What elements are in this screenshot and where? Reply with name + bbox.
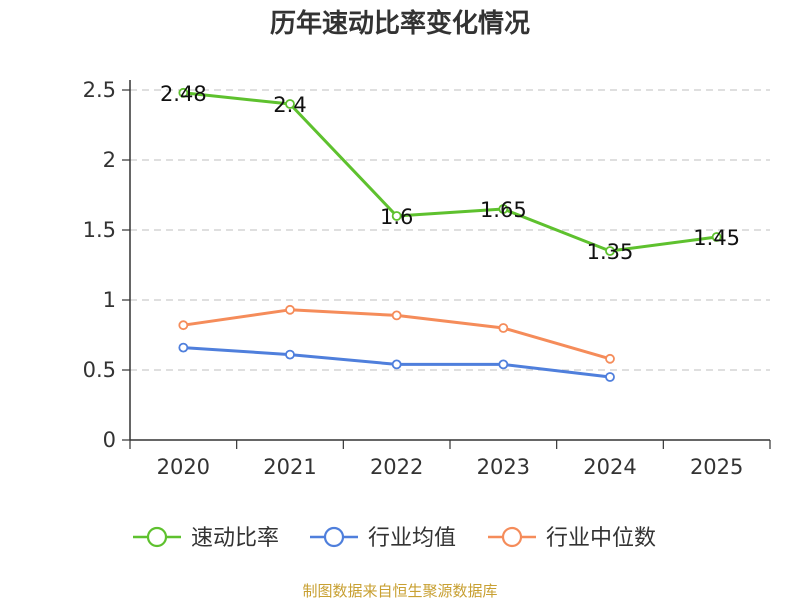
legend-item[interactable]: 速动比率 <box>133 526 279 551</box>
x-tick-label: 2022 <box>370 455 423 479</box>
data-label: 1.65 <box>480 198 527 222</box>
data-label: 1.35 <box>587 240 634 264</box>
y-tick-label: 1.5 <box>83 218 116 242</box>
data-point <box>605 246 615 256</box>
data-point <box>498 323 509 333</box>
data-labels: 2.48 2.4 1.6 1.65 1.35 1.45 <box>160 82 740 264</box>
grid <box>130 89 770 371</box>
data-label: 2.4 <box>273 93 306 117</box>
series <box>178 87 722 382</box>
y-tick-label: 2.5 <box>83 78 116 102</box>
y-tick-label: 1 <box>103 288 116 312</box>
data-point <box>605 353 615 364</box>
x-tick-label: 2023 <box>477 455 530 479</box>
series-line <box>183 91 717 253</box>
data-point <box>178 87 189 98</box>
legend-label: 速动比率 <box>191 526 279 551</box>
legend-marker <box>501 526 523 548</box>
data-point <box>285 304 295 315</box>
x-tick-label: 2020 <box>157 455 210 479</box>
source-note: 制图数据来自恒生聚源数据库 <box>302 582 497 600</box>
chart-title: 历年速动比率变化情况 <box>270 8 530 39</box>
data-point <box>711 232 722 242</box>
y-tick-label: 0 <box>103 428 116 452</box>
data-point <box>391 211 402 221</box>
data-point <box>605 372 615 382</box>
legend-label: 行业均值 <box>368 526 456 551</box>
data-point <box>178 342 189 353</box>
legend-marker <box>146 526 168 548</box>
data-point <box>285 99 295 109</box>
data-point <box>285 349 295 360</box>
data-point <box>498 359 509 370</box>
x-tick-label: 2025 <box>690 455 743 479</box>
data-point <box>178 320 189 331</box>
legend-marker <box>323 526 345 548</box>
axes: 0 0.5 1 1.5 2 2.5 2020 2021 2022 2023 2024 2025 <box>83 78 771 479</box>
data-point <box>498 204 509 214</box>
data-label: 1.45 <box>693 226 740 250</box>
x-tick-label: 2024 <box>583 455 636 479</box>
data-point <box>391 359 402 370</box>
data-label: 2.48 <box>160 82 207 106</box>
y-tick-label: 0.5 <box>83 358 116 382</box>
y-tick-label: 2 <box>103 148 116 172</box>
legend-item[interactable]: 行业均值 <box>310 526 456 551</box>
legend-label: 行业中位数 <box>546 526 656 551</box>
data-point <box>391 310 402 321</box>
x-tick-label: 2021 <box>263 455 316 479</box>
legend[interactable]: 速动比率 行业均值 行业中位数 <box>133 526 656 551</box>
legend-item[interactable]: 行业中位数 <box>488 526 656 551</box>
data-label: 1.6 <box>380 205 413 229</box>
